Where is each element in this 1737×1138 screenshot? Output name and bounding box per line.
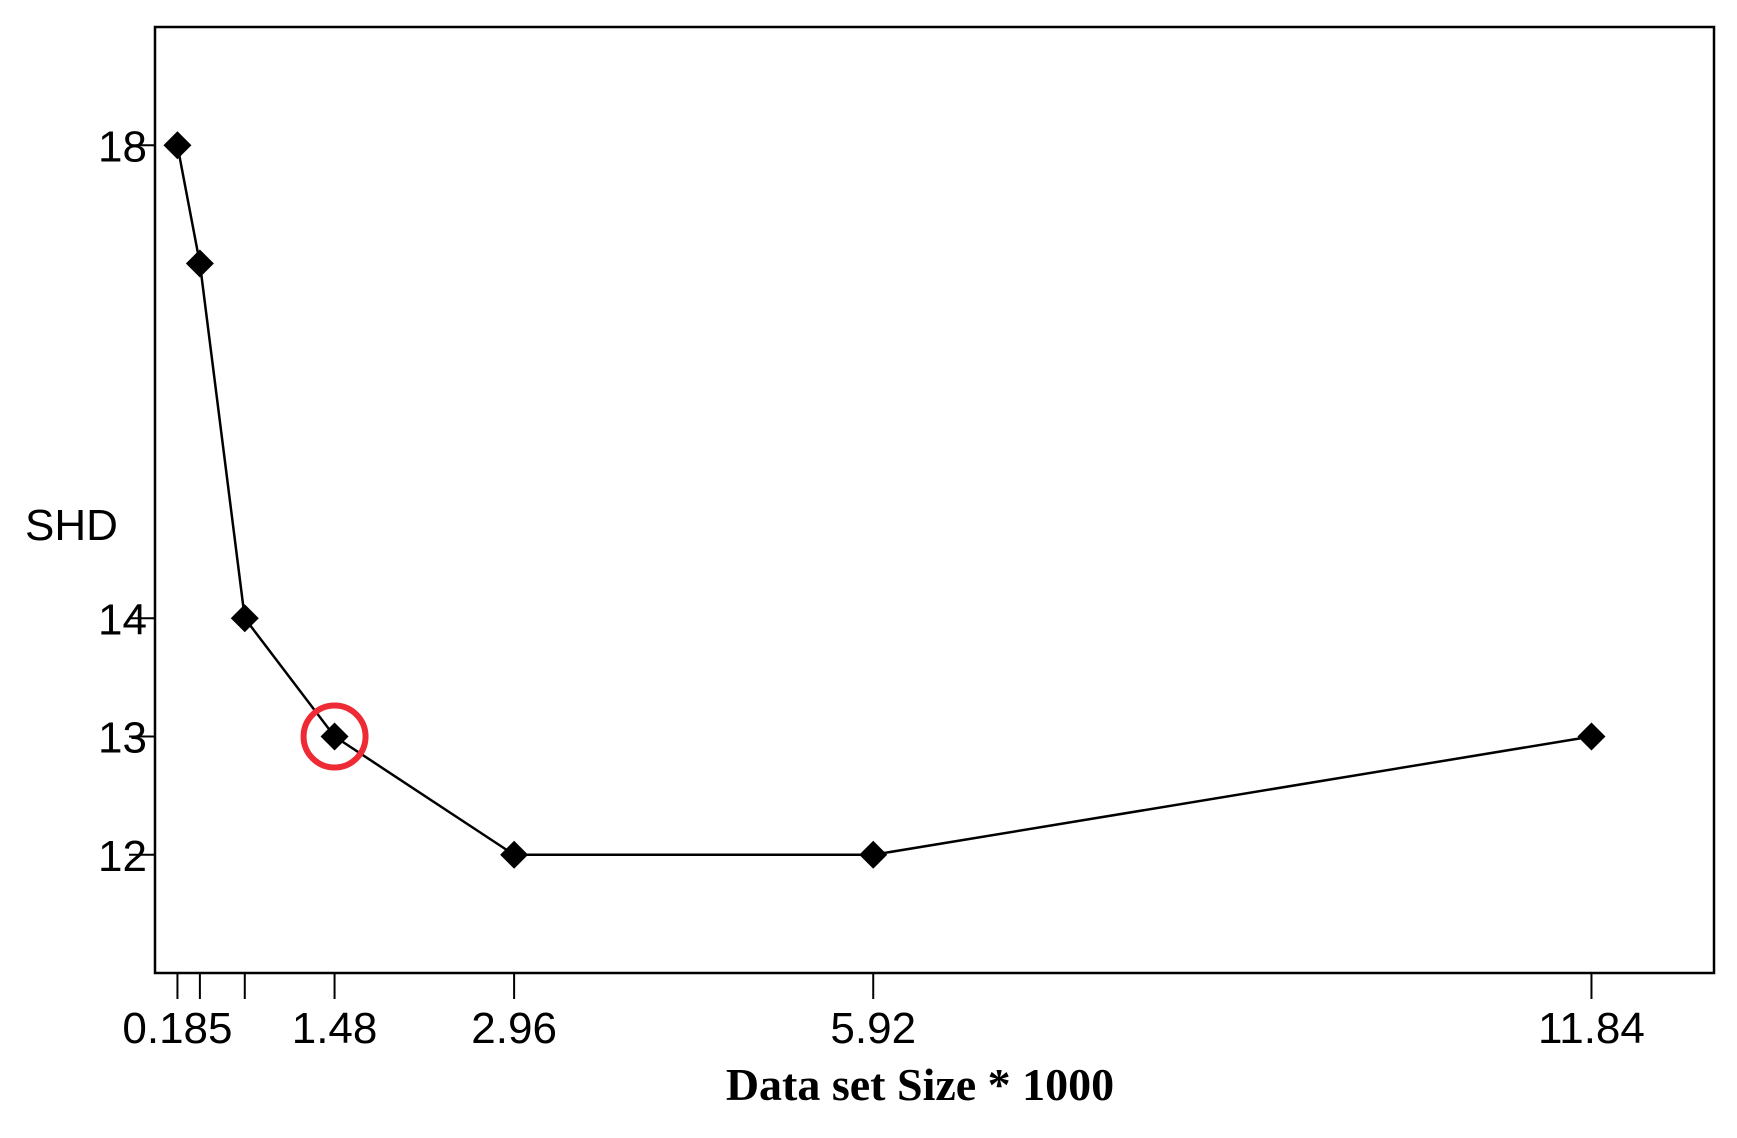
x-tick-label: 2.96: [471, 1004, 557, 1053]
series-line: [176, 145, 1592, 857]
data-point-marker: [320, 722, 349, 751]
highlight-circle: [300, 702, 369, 771]
x-tick-label: 11.84: [1538, 1004, 1645, 1053]
y-axis: 12 13 14 18: [98, 122, 155, 881]
x-axis: 0.185 1.48 2.96 5.92 11.84: [122, 973, 1645, 1053]
y-tick-label: 12: [98, 832, 147, 881]
x-axis-label: Data set Size * 1000: [726, 1059, 1114, 1110]
y-tick-label: 13: [98, 714, 147, 763]
data-point-marker: [859, 840, 888, 869]
data-point-marker: [185, 249, 214, 278]
y-tick-label: 18: [98, 122, 147, 171]
x-tick-label: 1.48: [292, 1004, 378, 1053]
y-axis-label: SHD: [25, 501, 118, 550]
plot-frame: [153, 25, 1716, 975]
series-markers: [163, 131, 1606, 869]
data-point-marker: [500, 840, 529, 869]
y-tick-label: 14: [98, 595, 147, 644]
data-point-marker: [230, 604, 259, 633]
data-point-marker: [163, 131, 192, 160]
data-point-marker: [1577, 722, 1606, 751]
x-tick-label: 5.92: [830, 1004, 916, 1053]
x-tick-label: 0.185: [122, 1004, 232, 1053]
